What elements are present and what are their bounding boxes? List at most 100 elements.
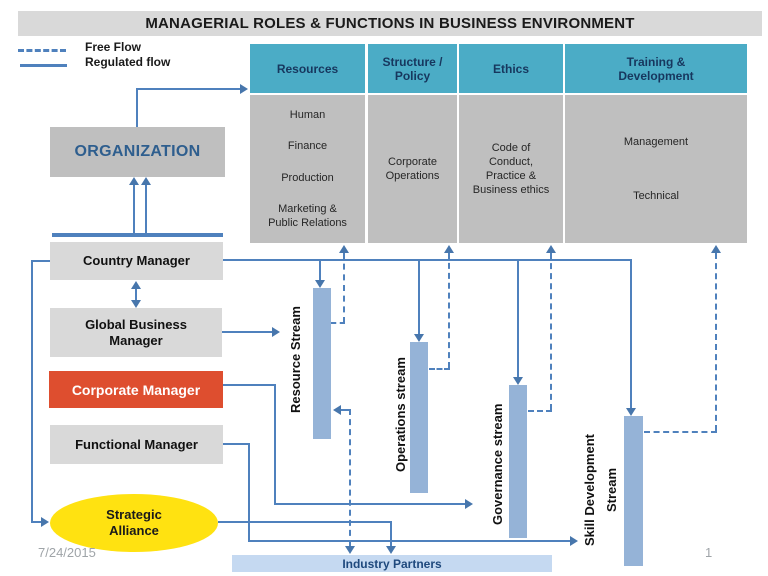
free-flow-line-sample xyxy=(18,49,66,52)
free-connector-operations-v xyxy=(448,253,450,368)
resources-item-production: Production xyxy=(281,171,334,184)
free-connector-skill-jog xyxy=(644,431,717,433)
global-business-manager-label: Global Business Manager xyxy=(85,316,187,348)
resources-item-finance: Finance xyxy=(287,140,328,153)
header-resources: Resources xyxy=(250,44,365,93)
arrowhead-into-governance-bar xyxy=(513,377,523,385)
arrowhead-country-global-down xyxy=(131,300,141,308)
resources-item-human: Human xyxy=(289,108,326,121)
free-connector-resource-down-jog xyxy=(341,409,351,411)
header-ethics-label: Ethics xyxy=(492,61,529,76)
regulated-flow-shelf-line xyxy=(52,233,223,237)
arrowhead-to-governance-label xyxy=(465,499,473,509)
connector-country-left-h xyxy=(31,260,50,262)
arrowhead-up-to-org-2 xyxy=(141,177,151,185)
arrowhead-into-operations-bar xyxy=(414,334,424,342)
skill-stream-bar xyxy=(624,416,643,566)
arrowhead-into-resource-bar xyxy=(315,280,325,288)
free-connector-governance-v xyxy=(550,253,552,410)
corporate-manager-box: Corporate Manager xyxy=(49,371,223,408)
connector-functional-v xyxy=(248,443,250,541)
connector-global-to-resource xyxy=(222,331,272,333)
structure-policy-item: Corporate Operations xyxy=(385,156,440,182)
slide-page-number: 1 xyxy=(705,545,713,560)
free-flow-label: Free Flow xyxy=(85,40,142,54)
resources-item-marketing: Marketing & Public Relations xyxy=(268,203,347,230)
header-structure-policy-label: Structure / Policy xyxy=(382,54,443,83)
free-connector-resource-up-jog xyxy=(331,322,345,324)
connector-into-alliance-h xyxy=(31,521,41,523)
training-item-technical: Technical xyxy=(633,190,679,202)
slide-title: MANAGERIAL ROLES & FUNCTIONS IN BUSINESS… xyxy=(145,15,635,32)
governance-stream-bar xyxy=(509,385,527,538)
connector-left-down-v xyxy=(31,260,33,522)
arrowhead-free-into-resources-col xyxy=(339,245,349,253)
country-manager-box: Country Manager xyxy=(50,242,223,280)
arrowhead-into-skill-bar xyxy=(626,408,636,416)
ethics-item: Code of Conduct, Practice & Business eth… xyxy=(472,142,550,196)
connector-country-global-v xyxy=(135,287,137,301)
free-connector-resource-down-v xyxy=(349,409,351,546)
connector-up-to-org-1 xyxy=(133,184,135,233)
arrowhead-alliance-into-industry xyxy=(386,546,396,554)
arrowhead-free-into-ethics-col xyxy=(546,245,556,253)
governance-stream-label: Governance stream xyxy=(490,403,505,525)
slide-title-bar: MANAGERIAL ROLES & FUNCTIONS IN BUSINESS… xyxy=(18,11,762,36)
arrowhead-free-into-structure-col xyxy=(444,245,454,253)
resource-stream-bar xyxy=(313,288,331,439)
arrowhead-into-resources-header xyxy=(240,84,248,94)
functional-manager-label: Functional Manager xyxy=(75,436,198,452)
header-training-development-label: Training & Development xyxy=(618,54,694,83)
header-training-development: Training & Development xyxy=(565,44,747,93)
regulated-flow-label: Regulated flow xyxy=(85,55,171,69)
operations-stream-bar xyxy=(410,342,428,493)
slide-date: 7/24/2015 xyxy=(38,545,96,560)
connector-alliance-v xyxy=(390,521,392,546)
column-resources: Human Finance Production Marketing & Pub… xyxy=(250,95,365,243)
corporate-manager-label: Corporate Manager xyxy=(71,381,201,398)
industry-partners-bar: Industry Partners xyxy=(232,555,552,572)
country-manager-label: Country Manager xyxy=(83,253,190,268)
organization-box: ORGANIZATION xyxy=(50,127,225,177)
free-connector-operations-jog xyxy=(429,368,450,370)
arrowhead-into-alliance xyxy=(41,517,49,527)
strategic-alliance-label: Strategic Alliance xyxy=(106,507,162,538)
connector-org-to-resources-v xyxy=(136,88,138,127)
arrowhead-free-into-resource-bar xyxy=(333,405,341,415)
resource-stream-label: Resource Stream xyxy=(288,306,303,414)
connector-functional-h1 xyxy=(223,443,249,445)
arrowhead-to-skill-label xyxy=(570,536,578,546)
connector-country-right-h xyxy=(223,259,632,261)
connector-drop-operations xyxy=(418,261,420,334)
arrowhead-free-into-training-col xyxy=(711,245,721,253)
arrowhead-to-resource-label xyxy=(272,327,280,337)
arrowhead-country-global-up xyxy=(131,281,141,289)
connector-drop-governance xyxy=(517,261,519,377)
skill-stream-label: Skill Development Stream xyxy=(582,434,619,546)
connector-up-to-org-2 xyxy=(145,184,147,233)
connector-corporate-h2 xyxy=(274,503,465,505)
arrowhead-up-to-org-1 xyxy=(129,177,139,185)
header-resources-label: Resources xyxy=(276,61,339,76)
column-structure-policy: Corporate Operations xyxy=(368,95,457,243)
free-connector-skill-v xyxy=(715,253,717,431)
connector-drop-resource xyxy=(319,261,321,281)
connector-alliance-h xyxy=(218,521,390,523)
operations-stream-label: Operations stream xyxy=(393,357,408,473)
connector-corporate-v xyxy=(274,384,276,504)
connector-corporate-h1 xyxy=(223,384,275,386)
training-item-management: Management xyxy=(623,136,689,148)
arrowhead-free-into-industry xyxy=(345,546,355,554)
connector-org-to-resources-h xyxy=(136,88,240,90)
functional-manager-box: Functional Manager xyxy=(50,425,223,464)
global-business-manager-box: Global Business Manager xyxy=(50,308,222,357)
connector-drop-skill xyxy=(630,261,632,408)
free-connector-resource-up-v xyxy=(343,253,345,323)
industry-partners-label: Industry Partners xyxy=(342,556,442,571)
column-training-development: Management Technical xyxy=(565,95,747,243)
column-ethics: Code of Conduct, Practice & Business eth… xyxy=(459,95,563,243)
free-connector-governance-jog xyxy=(528,410,552,412)
connector-functional-h2 xyxy=(248,540,570,542)
header-structure-policy: Structure / Policy xyxy=(368,44,457,93)
